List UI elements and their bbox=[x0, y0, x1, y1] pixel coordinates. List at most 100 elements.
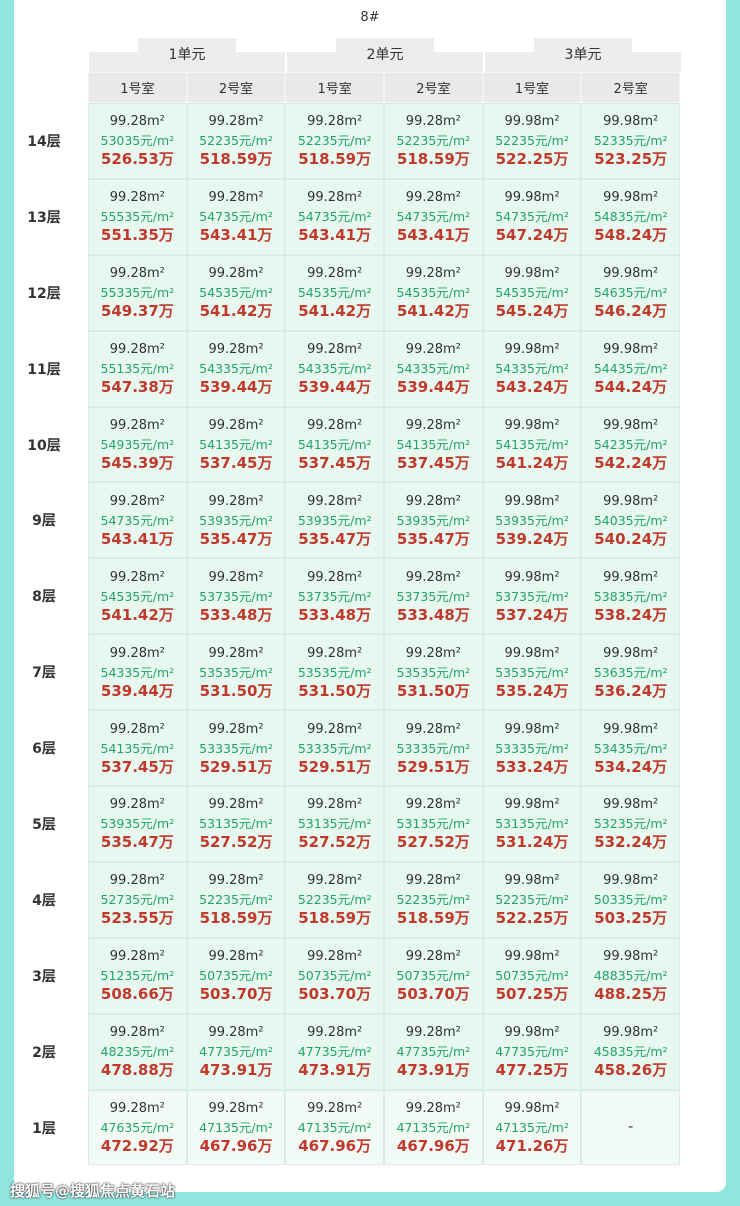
total-price: 533.48万 bbox=[298, 605, 372, 624]
total-price: 539.24万 bbox=[495, 529, 569, 548]
total-price: 527.52万 bbox=[199, 833, 273, 852]
unit-price: 53135元/m² bbox=[495, 816, 569, 832]
total-price: 539.44万 bbox=[396, 378, 470, 397]
total-price: 541.42万 bbox=[199, 302, 273, 321]
total-price: 473.91万 bbox=[396, 1061, 470, 1080]
unit-price: 52235元/m² bbox=[495, 892, 569, 908]
unit-cell: 99.98m² 53435元/m² 534.24万 bbox=[581, 710, 681, 787]
total-price: 545.39万 bbox=[100, 454, 174, 472]
total-price: 537.24万 bbox=[495, 605, 569, 624]
area-value: 99.28m² bbox=[405, 342, 461, 358]
unit-price: 53135元/m² bbox=[297, 816, 372, 832]
area-value: 99.28m² bbox=[405, 493, 461, 509]
unit-price: 54735元/m² bbox=[199, 209, 273, 225]
unit-price: 55535元/m² bbox=[100, 209, 175, 225]
total-price: 549.37万 bbox=[100, 302, 174, 321]
unit-price: 47735元/m² bbox=[297, 1044, 372, 1060]
unit-price: 47735元/m² bbox=[199, 1044, 273, 1060]
total-price: 541.42万 bbox=[100, 605, 174, 624]
area-value: 99.28m² bbox=[208, 493, 264, 509]
total-price: 539.44万 bbox=[199, 378, 273, 397]
unit-price: 54235元/m² bbox=[593, 437, 668, 452]
unit-cell: 99.98m² 53535元/m² 535.24万 bbox=[482, 634, 582, 711]
unit-cell: 99.28m² 48235元/m² 478.88万 bbox=[88, 1013, 187, 1090]
area-value: 99.98m² bbox=[504, 1025, 560, 1041]
unit-cell: 99.28m² 53335元/m² 529.51万 bbox=[186, 710, 286, 787]
table-row: 10层 99.28m² 54935元/m² 545.39万 99.28m² 54135元/… bbox=[0, 406, 681, 483]
unit-cell: 99.98m² 54635元/m² 546.24万 bbox=[581, 254, 681, 331]
unit-cell: 99.98m² 54535元/m² 545.24万 bbox=[482, 254, 582, 331]
area-value: 99.98m² bbox=[603, 569, 659, 585]
total-price: 518.59万 bbox=[298, 150, 372, 169]
total-price: 547.38万 bbox=[100, 378, 174, 397]
unit-cell: 99.98m² 54135元/m² 541.24万 bbox=[482, 406, 582, 483]
unit-price: 54735元/m² bbox=[495, 209, 569, 225]
area-value: 99.28m² bbox=[208, 797, 264, 813]
area-value: 99.28m² bbox=[307, 1101, 363, 1117]
area-value: 99.28m² bbox=[208, 1025, 264, 1041]
floor-label: 4层 bbox=[32, 892, 56, 909]
unit-price: 48235元/m² bbox=[100, 1044, 175, 1060]
unit-price: 53335元/m² bbox=[297, 740, 372, 756]
unit-cell: 99.28m² 52235元/m² 518.59万 bbox=[384, 103, 483, 179]
unit-cell: 99.28m² 54135元/m² 537.45万 bbox=[186, 406, 286, 483]
area-value: 99.98m² bbox=[504, 266, 560, 282]
unit-price: 52335元/m² bbox=[593, 133, 668, 149]
unit-cell: 99.28m² 47735元/m² 473.91万 bbox=[384, 1013, 483, 1090]
total-price: 535.47万 bbox=[100, 833, 174, 852]
floor-label: 11层 bbox=[27, 361, 61, 378]
room-header: 2号室 bbox=[384, 72, 483, 103]
unit-cell: 99.28m² 54335元/m² 539.44万 bbox=[384, 330, 483, 407]
unit-price: 54835元/m² bbox=[593, 209, 668, 225]
total-price: 537.45万 bbox=[396, 454, 470, 472]
floor-label: 14层 bbox=[27, 133, 61, 150]
floor-label: 1层 bbox=[32, 1120, 56, 1137]
total-price: 534.24万 bbox=[594, 757, 668, 776]
unit-cell: 99.28m² 53135元/m² 527.52万 bbox=[186, 786, 286, 862]
total-price: 541.42万 bbox=[298, 302, 372, 321]
unit-cell: 99.28m² 54335元/m² 539.44万 bbox=[285, 330, 385, 407]
unit-price: 54335元/m² bbox=[396, 361, 471, 377]
building-title: 8# bbox=[360, 10, 380, 25]
total-price: 477.25万 bbox=[495, 1061, 569, 1080]
unit-price: 54335元/m² bbox=[297, 361, 372, 377]
area-value: 99.98m² bbox=[603, 190, 659, 206]
table-row: 13层 99.28m² 55535元/m² 551.35万 99.28m² 54735元/… bbox=[0, 178, 681, 255]
area-value: 99.28m² bbox=[307, 1025, 363, 1041]
area-value: 99.98m² bbox=[603, 266, 659, 282]
unit-price: 54535元/m² bbox=[297, 285, 372, 301]
total-price: 467.96万 bbox=[199, 1137, 273, 1156]
unit-cell: 99.98m² 52235元/m² 522.25万 bbox=[482, 861, 582, 938]
unit-price: 54135元/m² bbox=[396, 437, 471, 452]
unit-cell: 99.28m² 50735元/m² 503.70万 bbox=[384, 937, 483, 1014]
unit-price: 52235元/m² bbox=[199, 892, 273, 908]
unit-price: 54135元/m² bbox=[100, 740, 175, 756]
area-value: 99.98m² bbox=[504, 418, 560, 433]
total-price: 472.92万 bbox=[100, 1137, 174, 1156]
empty-marker: - bbox=[628, 1119, 634, 1136]
unit-cell: 99.28m² 53935元/m² 535.47万 bbox=[384, 482, 483, 559]
table-row: 12层 99.28m² 55335元/m² 549.37万 99.28m² 54535元/… bbox=[0, 254, 681, 331]
total-price: 532.24万 bbox=[594, 833, 668, 852]
area-value: 99.98m² bbox=[504, 342, 560, 358]
area-value: 99.28m² bbox=[307, 418, 363, 433]
total-price: 503.25万 bbox=[594, 909, 668, 928]
total-price: 473.91万 bbox=[298, 1061, 372, 1080]
unit-price: 53535元/m² bbox=[297, 664, 372, 680]
unit-price: 45835元/m² bbox=[593, 1044, 668, 1060]
area-value: 99.98m² bbox=[504, 190, 560, 206]
floor-label: 12层 bbox=[27, 285, 61, 302]
area-value: 99.28m² bbox=[307, 645, 363, 661]
unit-price: 53735元/m² bbox=[396, 588, 471, 604]
unit-cell: 99.28m² 55535元/m² 551.35万 bbox=[88, 178, 187, 255]
total-price: 531.50万 bbox=[396, 681, 470, 700]
total-price: 518.59万 bbox=[396, 150, 470, 169]
area-value: 99.28m² bbox=[405, 949, 461, 965]
total-price: 543.41万 bbox=[100, 529, 174, 548]
unit-cell: 99.28m² 50735元/m² 503.70万 bbox=[186, 937, 286, 1014]
total-price: 523.25万 bbox=[594, 150, 668, 169]
total-price: 541.24万 bbox=[495, 454, 569, 472]
unit-price: 53035元/m² bbox=[100, 133, 175, 149]
area-value: 99.98m² bbox=[603, 721, 659, 737]
area-value: 99.28m² bbox=[208, 569, 264, 585]
